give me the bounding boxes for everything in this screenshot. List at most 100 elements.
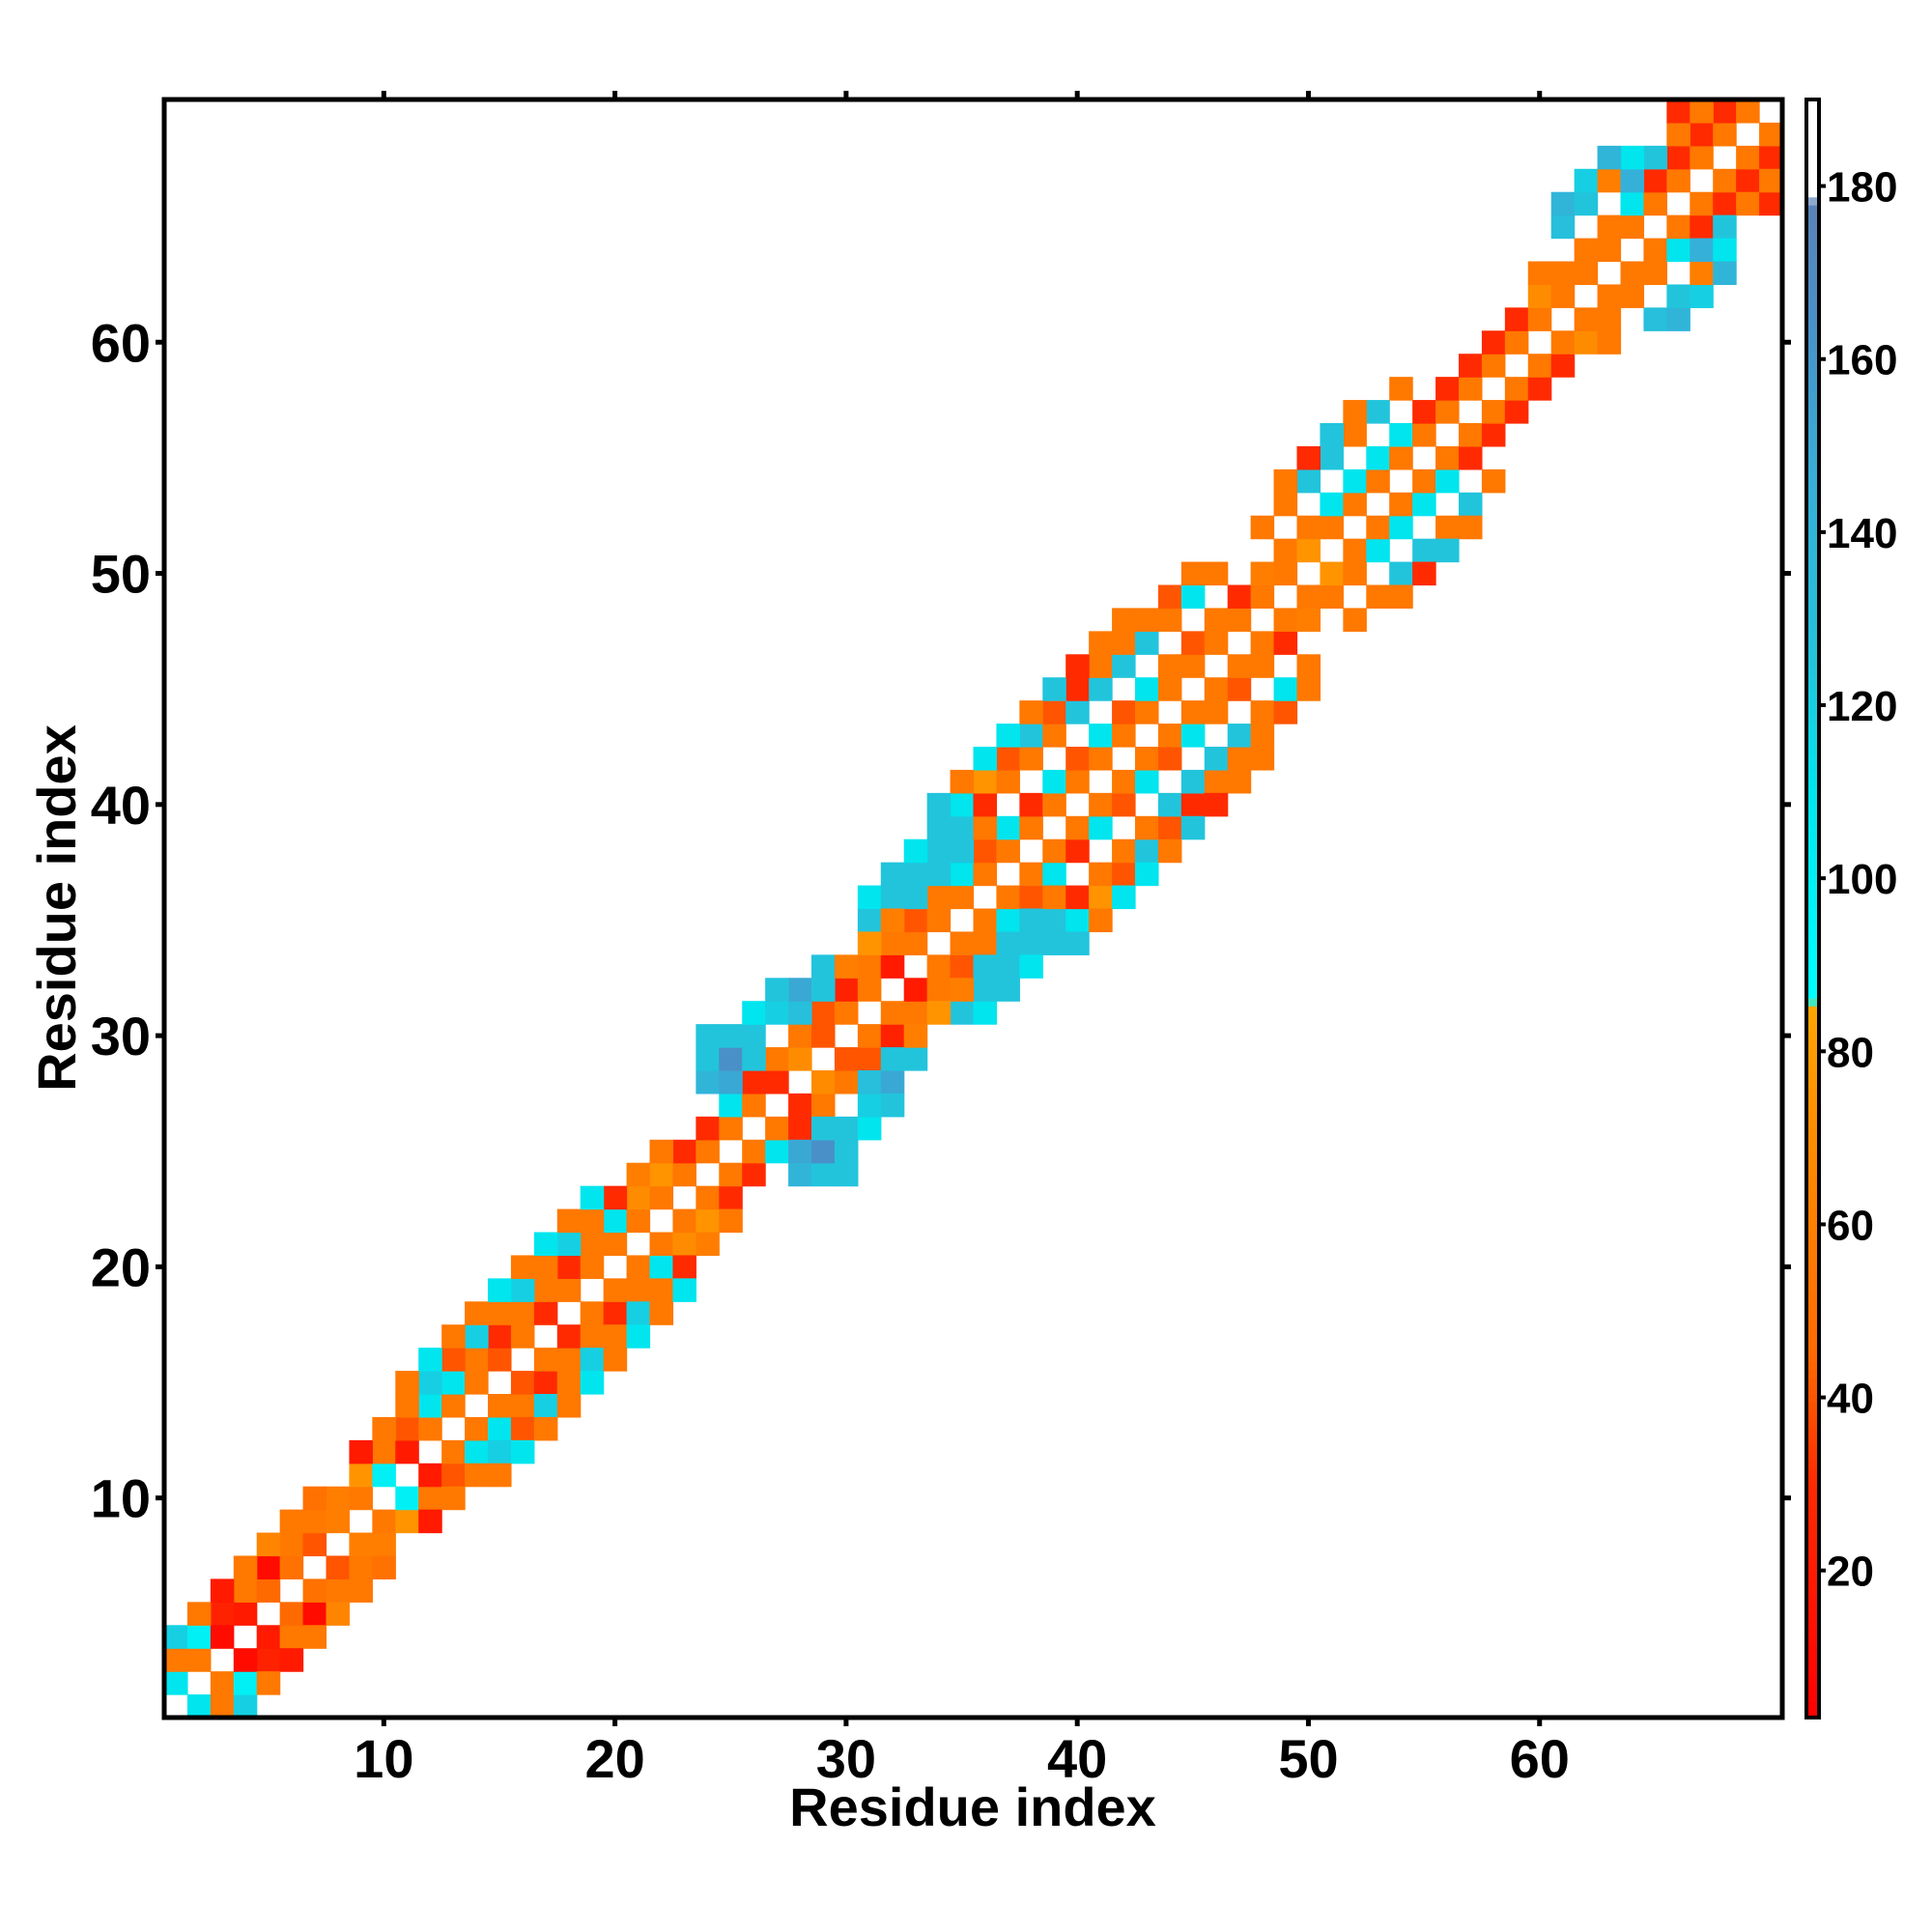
heatmap-cell bbox=[556, 1348, 582, 1372]
heatmap-cell bbox=[649, 1255, 674, 1279]
colorbar-segment bbox=[1806, 471, 1819, 481]
heatmap-cell bbox=[1666, 214, 1690, 240]
heatmap-cell bbox=[1320, 445, 1344, 470]
heatmap-cell bbox=[580, 1255, 605, 1279]
heatmap-cell bbox=[256, 1578, 281, 1603]
colorbar-segment bbox=[1806, 1491, 1819, 1500]
y-tick-label: 50 bbox=[91, 544, 151, 605]
heatmap-cell bbox=[1597, 238, 1622, 263]
heatmap-cell bbox=[788, 1093, 812, 1118]
heatmap-cell bbox=[1019, 700, 1043, 724]
heatmap-cell bbox=[441, 1324, 466, 1349]
heatmap-cell bbox=[465, 1463, 489, 1488]
colorbar-segment bbox=[1806, 592, 1819, 603]
heatmap-cell bbox=[1504, 330, 1529, 355]
heatmap-cell bbox=[1180, 561, 1206, 586]
heatmap-cell bbox=[1574, 330, 1599, 355]
heatmap-cell bbox=[1690, 191, 1714, 216]
heatmap-cell bbox=[1366, 538, 1390, 563]
heatmap-cell bbox=[1227, 677, 1252, 701]
colorbar-segment bbox=[1806, 771, 1819, 781]
heatmap-cell bbox=[1366, 400, 1390, 424]
colorbar-segment bbox=[1806, 414, 1819, 424]
heatmap-cell bbox=[1089, 631, 1113, 655]
heatmap-cell bbox=[279, 1602, 304, 1626]
colorbar-segment bbox=[1806, 1280, 1819, 1290]
heatmap-cell bbox=[719, 1208, 743, 1234]
colorbar-segment bbox=[1806, 261, 1819, 270]
colorbar-segment bbox=[1806, 350, 1819, 359]
colorbar-segment bbox=[1806, 965, 1819, 975]
colorbar-segment bbox=[1806, 463, 1819, 473]
colorbar-segment bbox=[1806, 747, 1819, 756]
heatmap-cell bbox=[510, 1416, 535, 1441]
heatmap-cell bbox=[395, 1439, 419, 1464]
heatmap-cell bbox=[1713, 261, 1737, 286]
heatmap-cell bbox=[834, 1047, 859, 1071]
heatmap-cell bbox=[626, 1255, 651, 1279]
heatmap-cell bbox=[903, 978, 928, 1002]
heatmap-cell bbox=[395, 1486, 419, 1511]
colorbar-segment bbox=[1806, 1653, 1819, 1662]
heatmap-cell bbox=[418, 1509, 442, 1534]
heatmap-cell bbox=[996, 978, 1020, 1002]
colorbar-segment bbox=[1806, 1588, 1819, 1598]
colorbar-segment bbox=[1806, 932, 1819, 942]
heatmap-cell bbox=[1065, 931, 1090, 955]
heatmap-cell bbox=[1459, 423, 1483, 447]
colorbar-segment bbox=[1806, 577, 1819, 586]
colorbar-segment bbox=[1806, 1685, 1819, 1694]
colorbar-tick-label: 100 bbox=[1827, 856, 1897, 903]
heatmap-cell bbox=[742, 1024, 766, 1048]
colorbar-segment bbox=[1806, 301, 1819, 311]
heatmap-cell bbox=[556, 1208, 582, 1234]
heatmap-cell bbox=[950, 838, 975, 864]
colorbar-segment bbox=[1806, 997, 1819, 1007]
colorbar-segment bbox=[1806, 1045, 1819, 1056]
colorbar-segment bbox=[1806, 819, 1819, 829]
heatmap-cell bbox=[418, 1463, 442, 1488]
heatmap-cell bbox=[1296, 608, 1321, 632]
colorbar-segment bbox=[1806, 455, 1819, 465]
colorbar-segment bbox=[1806, 1037, 1819, 1047]
heatmap-cell bbox=[488, 1301, 512, 1325]
heatmap-cell bbox=[1112, 724, 1136, 748]
heatmap-cell bbox=[580, 1324, 605, 1349]
x-axis-ticks: 10 20 30 40 50 60 bbox=[354, 91, 1570, 1789]
heatmap-cell bbox=[903, 908, 928, 933]
colorbar-segment bbox=[1806, 803, 1819, 812]
heatmap-cell bbox=[1019, 885, 1043, 910]
heatmap-cell bbox=[1157, 792, 1182, 817]
colorbar-segment bbox=[1806, 1668, 1819, 1678]
heatmap-cell bbox=[626, 1208, 651, 1234]
heatmap-cell bbox=[1389, 377, 1413, 401]
heatmap-cell bbox=[1412, 561, 1436, 586]
colorbar-segment bbox=[1806, 754, 1819, 764]
heatmap-cell bbox=[164, 1671, 188, 1695]
heatmap-cell bbox=[672, 1139, 696, 1164]
colorbar-segment bbox=[1806, 1167, 1819, 1177]
heatmap-cell bbox=[1180, 769, 1206, 794]
heatmap-cell bbox=[626, 1278, 651, 1302]
heatmap-cell bbox=[1204, 792, 1229, 817]
heatmap-cell bbox=[1666, 307, 1690, 331]
heatmap-cell bbox=[719, 1024, 743, 1048]
colorbar-segment bbox=[1806, 1644, 1819, 1654]
heatmap-cell bbox=[1713, 99, 1737, 124]
heatmap-cell bbox=[1065, 908, 1090, 933]
heatmap-cell bbox=[418, 1394, 442, 1418]
colorbar-segment bbox=[1806, 779, 1819, 788]
colorbar-segment bbox=[1806, 1353, 1819, 1363]
colorbar-segment bbox=[1806, 1248, 1819, 1258]
heatmap-cell bbox=[465, 1439, 489, 1464]
heatmap-cell bbox=[210, 1671, 235, 1695]
heatmap-cell bbox=[326, 1486, 351, 1511]
heatmap-cell bbox=[811, 954, 836, 979]
heatmap-cell bbox=[742, 1047, 766, 1071]
heatmap-cell bbox=[603, 1301, 628, 1325]
heatmap-cell bbox=[1065, 885, 1090, 910]
heatmap-cell bbox=[164, 1648, 188, 1672]
heatmap-cell bbox=[395, 1416, 419, 1441]
heatmap-cell bbox=[533, 1394, 558, 1418]
heatmap-cell bbox=[811, 1024, 836, 1048]
